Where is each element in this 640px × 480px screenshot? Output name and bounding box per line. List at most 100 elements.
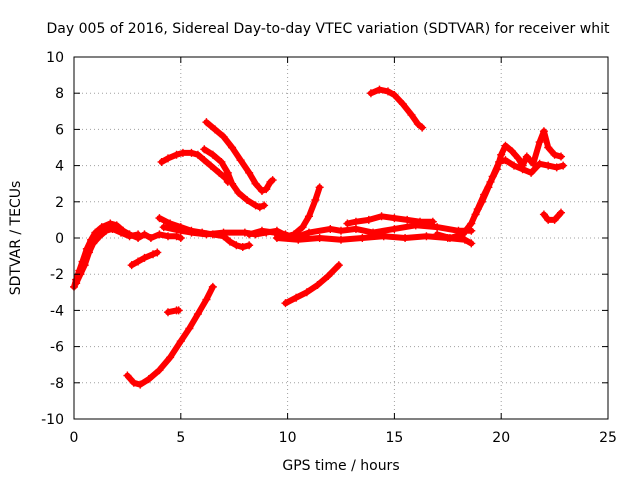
data-point: [557, 152, 566, 161]
data-point: [80, 261, 89, 270]
data-point: [518, 165, 527, 174]
data-point: [315, 183, 324, 192]
data-point: [134, 257, 143, 266]
data-point: [343, 219, 352, 228]
data-point: [106, 219, 115, 228]
data-point: [304, 212, 313, 221]
data-point: [418, 123, 427, 132]
data-point: [257, 226, 266, 235]
data-point: [193, 310, 202, 319]
axis-ticks: 0 5 10 15 20 25 -10 -8 -6 -4 -2 0 2 4 6 8 10: [41, 50, 617, 446]
data-point: [187, 228, 196, 237]
data-point: [210, 125, 219, 134]
data-point: [219, 228, 228, 237]
data-point: [495, 157, 504, 166]
data-point: [366, 89, 375, 98]
y-tick-label: -6: [50, 340, 64, 356]
data-point: [514, 154, 523, 163]
data-point: [225, 237, 234, 246]
data-point: [116, 228, 125, 237]
series-track-2: [72, 224, 143, 288]
data-point: [202, 295, 211, 304]
data-point: [193, 150, 202, 159]
y-tick-label: -4: [50, 303, 64, 319]
data-point: [84, 248, 93, 257]
data-point: [377, 212, 386, 221]
data-point: [149, 250, 158, 259]
series-track-4: [123, 282, 217, 389]
data-point: [176, 337, 185, 346]
data-point: [460, 235, 469, 244]
data-point: [337, 226, 345, 235]
data-point: [172, 150, 181, 159]
data-point: [257, 186, 266, 195]
data-point: [228, 179, 237, 188]
y-tick-label: 4: [55, 159, 64, 175]
data-point: [559, 161, 568, 170]
y-tick-label: 10: [46, 50, 64, 66]
data-point: [232, 241, 241, 250]
data-point: [172, 232, 181, 241]
data-point: [270, 228, 279, 237]
data-point: [358, 234, 367, 242]
y-tick-label: -2: [50, 267, 64, 283]
data-point: [313, 281, 322, 290]
data-point: [140, 253, 149, 262]
data-point: [379, 232, 388, 241]
data-point: [174, 306, 183, 315]
data-point: [219, 132, 228, 141]
data-point: [375, 85, 384, 94]
data-point: [123, 371, 132, 380]
data-point: [245, 168, 254, 177]
data-point: [163, 154, 172, 163]
y-tick-label: 6: [55, 122, 64, 138]
data-point: [159, 223, 168, 232]
data-point: [234, 188, 243, 197]
data-point: [522, 152, 531, 161]
data-point: [390, 91, 399, 100]
data-point: [243, 195, 252, 204]
data-point: [108, 224, 117, 233]
data-point: [334, 261, 343, 270]
data-point: [433, 223, 442, 232]
data-point: [202, 118, 211, 127]
data-point: [281, 299, 290, 308]
data-point: [488, 172, 497, 181]
data-point: [507, 147, 516, 156]
data-point: [91, 228, 100, 237]
data-point: [129, 378, 138, 387]
data-point: [125, 232, 134, 241]
series-track-6: [157, 148, 232, 186]
series-track-7: [202, 118, 277, 195]
data-point: [127, 261, 136, 270]
data-point: [185, 324, 194, 333]
data-point: [539, 210, 548, 219]
series-track-13: [281, 261, 343, 308]
data-point: [208, 150, 217, 159]
series-trace: [434, 128, 564, 241]
series-track-18: [539, 208, 566, 224]
data-point: [390, 224, 399, 233]
data-point: [166, 353, 175, 362]
data-point: [262, 185, 271, 194]
data-point: [445, 234, 454, 242]
data-point: [102, 226, 111, 235]
data-point: [136, 380, 145, 389]
y-axis-label: SDTVAR / TECUs: [8, 181, 24, 296]
x-tick-label: 25: [599, 430, 617, 446]
data-point: [294, 235, 303, 244]
chart-title: Day 005 of 2016, Sidereal Day-to-day VTE…: [47, 21, 610, 37]
data-point: [364, 215, 373, 224]
x-tick-label: 0: [70, 430, 79, 446]
data-point: [467, 239, 476, 248]
data-point: [89, 239, 98, 248]
data-point: [200, 145, 209, 154]
data-point: [238, 243, 247, 252]
data-point: [302, 288, 311, 297]
data-point: [163, 308, 172, 317]
data-point: [422, 232, 431, 241]
data-point: [217, 157, 226, 166]
data-point: [539, 127, 548, 136]
data-point: [398, 100, 407, 109]
data-point: [535, 138, 544, 147]
